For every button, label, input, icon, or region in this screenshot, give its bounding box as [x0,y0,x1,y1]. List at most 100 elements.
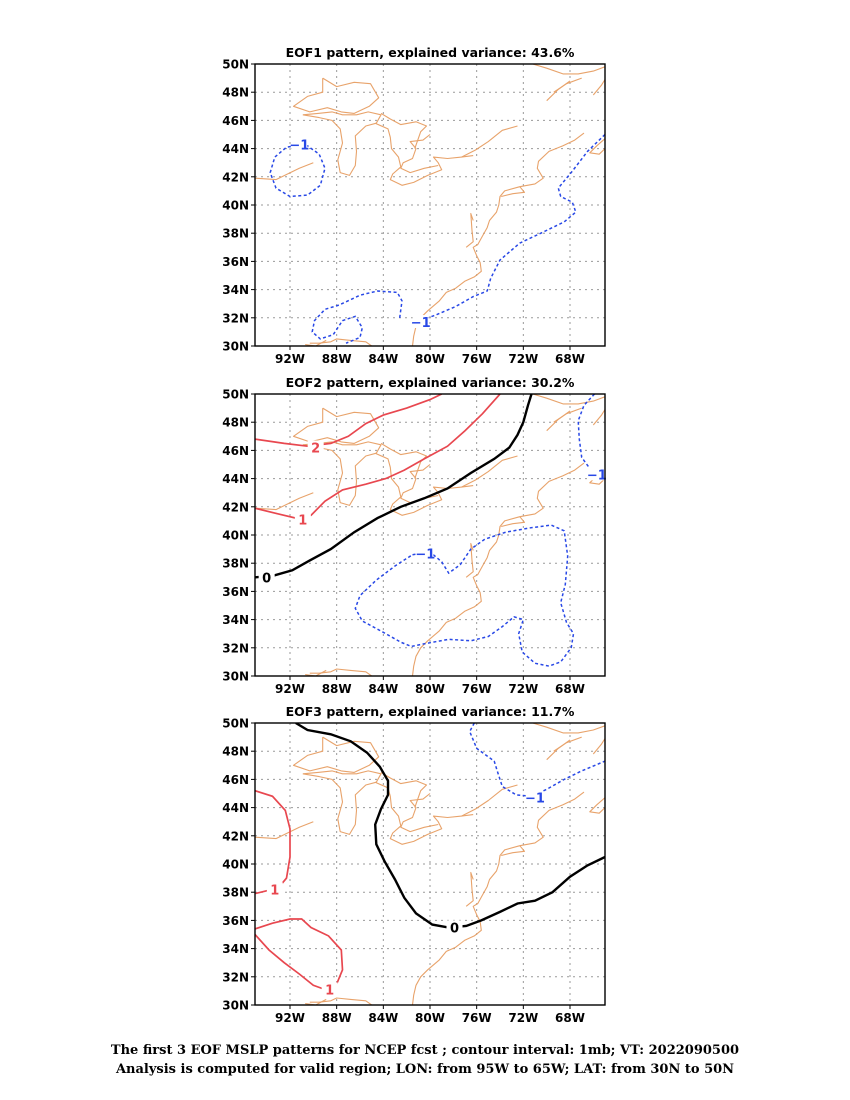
y-tick-label: 34N [222,283,249,297]
y-tick-label: 44N [222,472,249,486]
x-tick-label: 92W [275,682,305,696]
coastline [302,770,382,835]
coastline [532,64,605,75]
y-tick-label: 40N [222,858,249,872]
contour-label: 1 [325,983,334,998]
contour-line [255,394,533,579]
contour-label-bg [412,315,429,329]
y-tick-label: 38N [222,557,249,571]
contour-line [412,133,605,325]
y-tick-label: 38N [222,227,249,241]
contour-line [577,394,605,476]
coastline [305,998,327,1005]
x-tick-label: 68W [555,352,585,366]
coastline [374,452,474,516]
x-tick-label: 92W [275,352,305,366]
x-tick-label: 80W [415,1011,445,1025]
coastline [255,821,314,840]
contour-label: 0 [450,921,459,936]
contour-label-bg [294,512,311,526]
y-tick-label: 42N [222,170,249,184]
coastline [461,784,518,817]
x-tick-label: 84W [368,352,398,366]
y-tick-label: 50N [222,717,249,731]
contour-line [354,524,575,667]
y-tick-label: 38N [222,886,249,900]
y-tick-label: 42N [222,829,249,843]
coastline [501,845,526,857]
y-tick-label: 44N [222,142,249,156]
y-tick-label: 34N [222,613,249,627]
y-tick-label: 30N [222,340,249,354]
contour-line [269,145,326,198]
coastlines [255,723,605,1005]
x-tick-label: 72W [508,682,538,696]
y-tick-label: 48N [222,416,249,430]
y-tick-label: 32N [222,970,249,984]
coastline [292,407,380,444]
coastlines [255,394,605,676]
contour-label-bg [527,790,543,804]
coastline [309,338,373,346]
x-tick-label: 76W [462,682,492,696]
y-tick-label: 50N [222,388,249,402]
contour-line [295,723,605,929]
x-tick-label: 88W [322,352,352,366]
coastline [400,793,439,833]
graticule [255,64,605,346]
y-tick-label: 40N [222,199,249,213]
contour-label: −1 [587,468,607,483]
y-tick-label: 32N [222,311,249,325]
coastline [465,212,474,248]
contour-label: 1 [298,513,307,528]
coastline [546,739,571,761]
y-tick-label: 36N [222,914,249,928]
contour-label-bg [291,137,308,151]
contour-label-bg [307,440,324,454]
graticule [255,394,605,676]
coastline [380,112,428,149]
y-tick-label: 30N [222,999,249,1013]
x-tick-label: 76W [462,352,492,366]
y-tick-label: 36N [222,585,249,599]
panel-title: EOF3 pattern, explained variance: 11.7% [286,704,575,719]
contour-label: −1 [289,138,309,153]
contour-line [311,290,403,344]
contour-label: 1 [270,883,279,898]
coastline [411,791,585,1005]
x-tick-label: 68W [555,1011,585,1025]
coastline [465,542,474,578]
panel-title: EOF1 pattern, explained variance: 43.6% [286,45,575,60]
graticule [255,723,605,1005]
caption-line-1: The first 3 EOF MSLP patterns for NCEP f… [110,1043,740,1058]
y-tick-label: 50N [222,58,249,72]
x-tick-label: 80W [415,352,445,366]
x-tick-label: 88W [322,682,352,696]
x-tick-label: 92W [275,1011,305,1025]
y-tick-label: 46N [222,114,249,128]
coastline [302,441,382,506]
contour-line [468,723,605,798]
x-tick-label: 72W [508,352,538,366]
y-tick-label: 32N [222,641,249,655]
coastline [592,409,605,426]
coastline [465,871,474,907]
caption-line-2: Analysis is computed for valid region; L… [115,1062,735,1077]
coastline [592,738,605,755]
contour-label: 0 [262,571,271,586]
coastline [374,781,474,845]
x-tick-label: 72W [508,1011,538,1025]
coastline [546,410,571,432]
y-tick-label: 48N [222,745,249,759]
coastline [592,79,605,96]
coastline [305,669,327,676]
contour-line [255,789,291,895]
contour-line [255,918,344,991]
x-tick-label: 76W [462,1011,492,1025]
eof-panel-2: EOF2 pattern, explained variance: 30.2% 2… [222,375,607,696]
eof-panel-3: EOF3 pattern, explained variance: 11.7% 1… [222,704,606,1025]
panel-title: EOF2 pattern, explained variance: 30.2% [286,375,575,390]
contour-label: −1 [415,547,435,562]
contour-label-bg [417,546,434,560]
contour-line [255,394,443,448]
